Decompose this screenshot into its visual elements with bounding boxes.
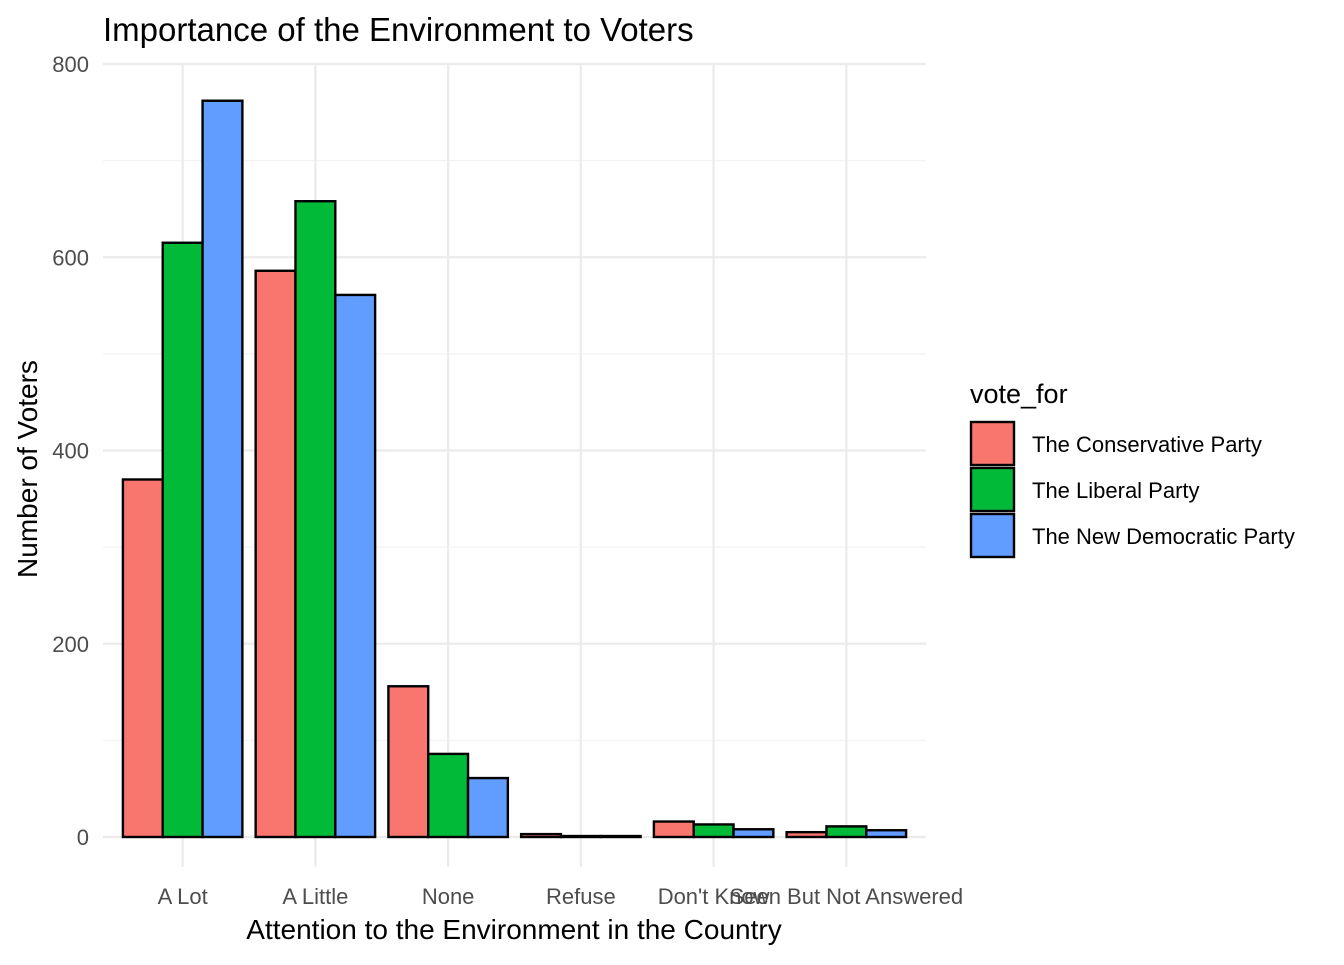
legend-title: vote_for xyxy=(970,379,1068,409)
bar xyxy=(161,241,204,839)
bar xyxy=(825,825,868,839)
bar xyxy=(785,830,828,839)
bar xyxy=(692,823,735,839)
legend: vote_for The Conservative Party The Liber… xyxy=(969,379,1295,559)
bar xyxy=(519,832,563,839)
x-tick-label: None xyxy=(422,884,475,909)
x-tick-label: Seen But Not Answered xyxy=(730,884,964,909)
bar xyxy=(201,99,244,839)
legend-key xyxy=(969,466,1016,513)
y-tick-label: 0 xyxy=(77,825,89,850)
y-tick-label: 200 xyxy=(52,632,89,657)
legend-label: The Liberal Party xyxy=(1032,478,1200,503)
bars xyxy=(121,99,908,839)
legend-key xyxy=(969,420,1016,467)
bar xyxy=(254,269,297,839)
y-tick-label: 600 xyxy=(52,245,89,270)
legend-label: The New Democratic Party xyxy=(1032,524,1295,549)
bar xyxy=(466,776,510,839)
legend-label: The Conservative Party xyxy=(1032,432,1262,457)
x-tick-label: A Little xyxy=(282,884,348,909)
y-axis-title: Number of Voters xyxy=(12,360,43,578)
y-axis-ticks: 0 200 400 600 800 xyxy=(52,52,89,850)
bar xyxy=(599,834,642,839)
bar xyxy=(387,685,430,839)
bar xyxy=(427,752,470,839)
bar xyxy=(559,834,602,839)
x-tick-label: A Lot xyxy=(158,884,208,909)
chart-title: Importance of the Environment to Voters xyxy=(103,11,694,48)
legend-key xyxy=(969,512,1016,559)
x-tick-label: Don't Know xyxy=(658,884,770,909)
bar xyxy=(652,820,695,839)
y-tick-label: 400 xyxy=(52,439,89,464)
bar xyxy=(294,200,337,839)
bar xyxy=(865,829,908,839)
bar xyxy=(334,293,377,839)
x-tick-label: Refuse xyxy=(546,884,616,909)
y-tick-label: 800 xyxy=(52,52,89,77)
bar xyxy=(732,828,775,839)
x-axis-title: Attention to the Environment in the Coun… xyxy=(246,914,781,945)
bar xyxy=(121,478,164,839)
